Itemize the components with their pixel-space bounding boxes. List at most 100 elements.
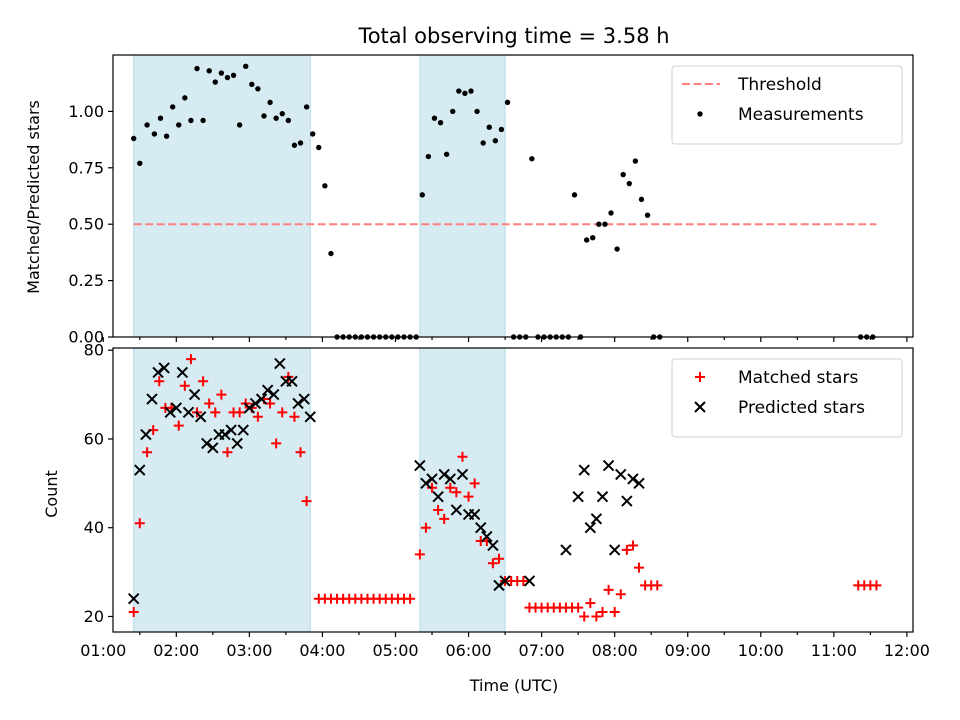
measurement-point — [157, 115, 164, 121]
matched-stars-point — [652, 580, 663, 591]
measurement-point — [492, 138, 499, 144]
measurement-point — [303, 104, 310, 110]
matched-stars-point — [463, 491, 474, 502]
predicted-stars-point — [292, 397, 304, 410]
measurement-point — [504, 99, 511, 106]
matched-stars-point — [301, 496, 312, 507]
predicted-stars-point — [615, 468, 627, 481]
matched-stars-point — [451, 487, 462, 498]
predicted-stars-point — [450, 504, 463, 516]
x-tick-label: 01:00 — [80, 641, 126, 660]
x-tick-label: 08:00 — [592, 641, 638, 660]
x-tick-label: 05:00 — [372, 641, 418, 660]
predicted-stars-point — [621, 495, 633, 507]
measurement-point — [316, 144, 322, 151]
predicted-stars-point — [182, 406, 195, 419]
x-tick-label: 10:00 — [738, 641, 784, 660]
legend-matched-stars-swatch — [695, 372, 705, 382]
measurement-point — [144, 122, 150, 128]
matched-stars-point — [295, 447, 306, 458]
matched-stars-point — [210, 407, 221, 418]
measurement-point — [322, 183, 328, 189]
bottom-axes-frame — [112, 347, 914, 633]
matched-stars-point — [634, 562, 645, 573]
predicted-stars-point — [152, 366, 164, 379]
predicted-stars-point — [578, 464, 590, 476]
bottom-panel: 20 40 60 80 01:00 02:00 03:00 04:00 05:00 06:00 07… — [80, 341, 930, 660]
measurement-point — [498, 126, 505, 133]
legend-label: Matched stars — [738, 368, 858, 388]
matched-stars-point — [271, 438, 282, 449]
top-panel: 0.00 0.25 0.50 0.75 1.00 Threshold Measurement… — [68, 54, 914, 347]
measurement-point — [176, 122, 182, 128]
measurement-point — [425, 153, 432, 160]
measurement-point — [468, 88, 474, 94]
measurement-point — [437, 119, 444, 126]
predicted-stars-point — [444, 473, 456, 485]
predicted-stars-point — [627, 473, 639, 485]
matched-stars-point — [573, 602, 584, 613]
top-shaded-interval-2 — [419, 54, 506, 338]
measurement-point — [206, 68, 212, 74]
measurement-point — [151, 131, 158, 137]
matched-stars-point — [427, 482, 438, 493]
measurement-point — [480, 140, 486, 146]
top-legend-box — [671, 65, 903, 145]
measurement-point — [419, 192, 425, 198]
matched-stars-point — [154, 376, 165, 387]
predicted-stars-point — [456, 468, 469, 481]
measurement-point — [224, 74, 231, 81]
measurement-point — [194, 65, 200, 72]
predicted-stars-point — [298, 393, 310, 405]
measurement-point — [443, 151, 450, 157]
measurement-point — [450, 108, 456, 115]
matched-stars-point — [134, 518, 145, 529]
measurement-point — [218, 70, 225, 76]
matched-stars-point — [405, 593, 416, 604]
measurement-point — [620, 171, 626, 178]
measurement-point — [261, 113, 267, 119]
measurement-point — [571, 192, 578, 198]
predicted-stars-point — [420, 477, 432, 490]
predicted-stars-point — [231, 437, 243, 450]
predicted-stars-point — [596, 490, 609, 503]
measurement-point — [608, 210, 614, 216]
matched-stars-point — [609, 607, 620, 618]
predicted-stars-point — [523, 575, 536, 587]
x-axis-label: Time (UTC) — [469, 676, 558, 695]
top-y-tick-label: 0.50 — [68, 215, 104, 234]
predicted-stars-point — [249, 397, 262, 410]
predicted-stars-point — [170, 402, 183, 414]
predicted-stars-point — [261, 384, 274, 396]
x-tick-label: 06:00 — [446, 641, 492, 660]
matched-stars-point — [597, 607, 608, 618]
measurement-point — [583, 237, 590, 243]
chart-title: Total observing time = 3.58 h — [357, 24, 669, 48]
predicted-stars-point — [225, 424, 237, 436]
top-shaded-interval-1 — [133, 54, 311, 338]
matched-stars-point — [277, 407, 288, 418]
matched-stars-point — [493, 553, 504, 564]
measurement-point — [285, 117, 292, 124]
measurement-point — [614, 246, 620, 252]
measurement-point — [309, 131, 316, 137]
predicted-stars-point — [134, 464, 146, 476]
top-y-tick-label: 1.00 — [68, 102, 104, 121]
matched-stars-point — [871, 580, 882, 591]
bottom-y-tick-label: 80 — [84, 341, 104, 360]
matched-stars-point — [487, 558, 498, 569]
predicted-stars-point — [602, 459, 615, 472]
measurement-point — [632, 158, 639, 164]
predicted-stars-point — [499, 575, 511, 587]
matched-stars-point — [185, 354, 196, 365]
matched-stars-point — [615, 589, 626, 600]
predicted-stars-point — [584, 522, 597, 534]
bottom-y-tick-label: 60 — [84, 429, 104, 448]
legend-predicted-stars-swatch — [694, 401, 706, 413]
measurement-point — [243, 63, 249, 69]
measurement-point — [474, 108, 480, 115]
matched-stars-point — [445, 482, 456, 493]
measurement-point — [602, 221, 608, 227]
measurement-point — [131, 135, 137, 142]
